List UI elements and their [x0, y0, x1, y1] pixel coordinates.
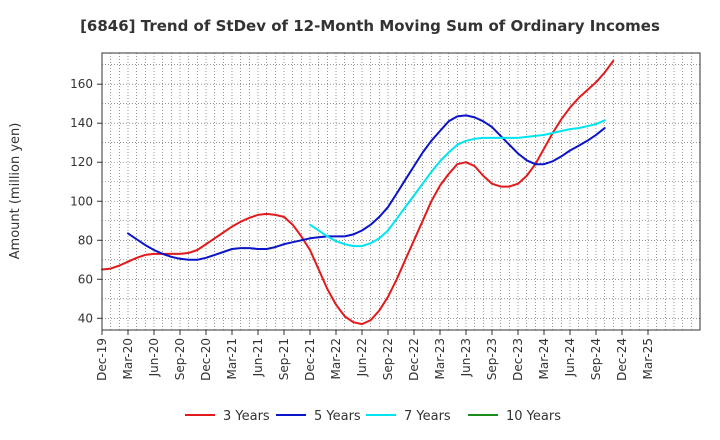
series-lines — [101, 59, 615, 326]
x-tick-label: Sep-20 — [173, 338, 187, 380]
x-tick-label: Sep-21 — [277, 338, 291, 380]
x-tick-label: Dec-24 — [615, 338, 629, 381]
series-line-1 — [101, 59, 615, 326]
y-tick-label: 100 — [70, 194, 93, 208]
x-tick-label: Dec-22 — [407, 338, 421, 381]
y-tick-label: 60 — [78, 272, 93, 286]
x-tick-label: Jun-20 — [147, 338, 161, 377]
x-tick-label: Dec-21 — [303, 338, 317, 381]
legend-label-1: 3 Years — [223, 409, 270, 424]
x-tick-label: Dec-20 — [199, 338, 213, 381]
x-tick-label: Sep-24 — [589, 338, 603, 380]
y-axis-label: Amount (million yen) — [8, 123, 23, 260]
x-tick-label: Dec-19 — [95, 338, 109, 381]
plot-frame — [101, 52, 701, 331]
x-tick-label: Jun-24 — [563, 338, 577, 377]
x-tick-label: Mar-22 — [329, 338, 343, 379]
x-tick-label: Sep-23 — [485, 338, 499, 380]
x-tick-label: Jun-22 — [355, 338, 369, 377]
x-tick-label: Mar-20 — [121, 338, 135, 379]
legend-label-2: 5 Years — [314, 409, 361, 424]
x-tick-label: Mar-25 — [641, 338, 655, 379]
series-line-3 — [309, 119, 606, 248]
y-tick-label: 40 — [78, 311, 93, 325]
y-tick-label: 80 — [78, 233, 93, 247]
chart-title: [6846] Trend of StDev of 12-Month Moving… — [80, 17, 660, 35]
y-tick-label: 120 — [70, 155, 93, 169]
legend-label-3: 7 Years — [404, 409, 451, 424]
x-tick-label: Sep-22 — [381, 338, 395, 380]
y-tick-label: 160 — [70, 77, 93, 91]
x-tick-label: Mar-24 — [537, 338, 551, 379]
x-tick-label: Mar-23 — [433, 338, 447, 379]
series-line-2 — [127, 114, 606, 261]
x-tick-label: Mar-21 — [225, 338, 239, 379]
y-tick-label: 140 — [70, 116, 93, 130]
legend-label-4: 10 Years — [506, 409, 561, 424]
legend: 3 Years 5 Years 7 Years 10 Years — [185, 409, 561, 424]
x-tick-label: Dec-23 — [511, 338, 525, 381]
grid — [102, 53, 700, 330]
axes: 40 60 80 100 120 140 160 Dec-19 Mar-20 Jun-20 Sep-… — [70, 77, 655, 381]
x-tick-label: Jun-23 — [459, 338, 473, 377]
x-tick-label: Jun-21 — [251, 338, 265, 377]
